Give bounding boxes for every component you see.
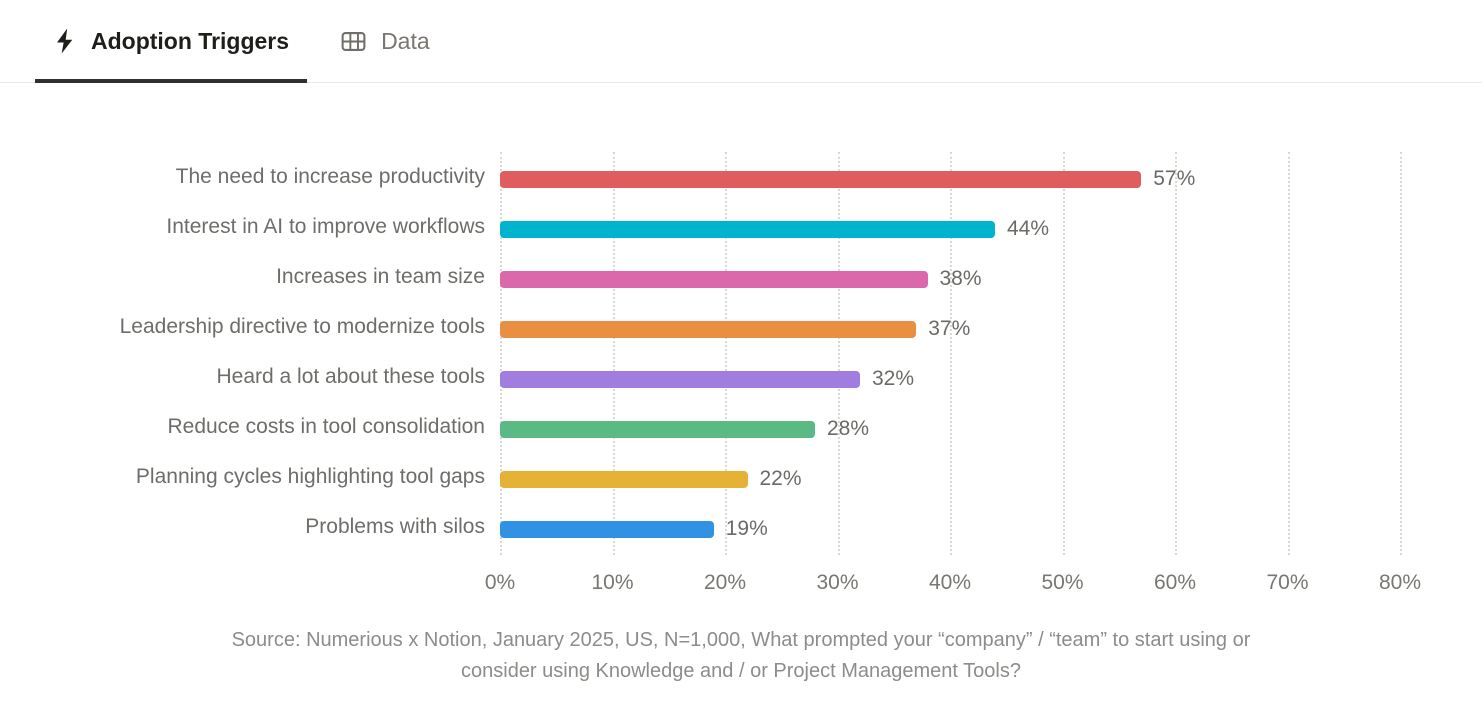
bar[interactable]: [500, 470, 748, 488]
x-tick-label: 80%: [1378, 571, 1422, 594]
value-label: 22%: [759, 467, 802, 490]
category-label: The need to increase productivity: [175, 165, 485, 188]
bar-track: 38%: [500, 254, 1400, 304]
plot-column: 57% 44% 38% 37% 32% 28% 22% 19% 0% 10% 20% 30% 40% 5…: [485, 152, 1421, 603]
gridlines: [500, 152, 1402, 555]
bar[interactable]: [500, 220, 995, 238]
bar-chart: The need to increase productivity Interes…: [36, 152, 1482, 603]
x-tick-label: 10%: [591, 571, 634, 594]
bar-rows: 57% 44% 38% 37% 32% 28% 22% 19%: [500, 152, 1400, 554]
tab-bar: Adoption Triggers Data: [0, 0, 1482, 83]
value-label: 19%: [725, 517, 768, 540]
bolt-icon: [53, 27, 78, 55]
gridline: [500, 152, 502, 555]
table-icon: [339, 27, 368, 56]
x-tick-label: 70%: [1266, 571, 1309, 594]
gridline: [1400, 152, 1402, 555]
gridline: [612, 152, 615, 555]
source-line-1: Source: Numerious x Notion, January 2025…: [231, 629, 1251, 651]
x-tick-label: 30%: [816, 571, 859, 594]
value-label: 44%: [1007, 217, 1050, 240]
bar[interactable]: [500, 170, 1142, 188]
bar-track: 32%: [500, 354, 1400, 404]
bar[interactable]: [500, 420, 815, 438]
category-label: Heard a lot about these tools: [216, 365, 485, 388]
x-axis: 0% 10% 20% 30% 40% 50% 60% 70% 80%: [485, 555, 1421, 603]
value-label: 37%: [928, 317, 971, 340]
category-label: Increases in team size: [276, 265, 485, 288]
gridline: [1062, 152, 1065, 555]
gridline: [950, 152, 952, 555]
x-tick-label: 0%: [484, 571, 516, 594]
bar-track: 22%: [500, 454, 1400, 504]
bar[interactable]: [500, 270, 928, 288]
plot-area: 57% 44% 38% 37% 32% 28% 22% 19%: [500, 152, 1402, 555]
bar-track: 57%: [500, 154, 1400, 204]
value-label: 32%: [872, 367, 915, 390]
value-label: 38%: [939, 267, 982, 290]
bar-track: 19%: [500, 504, 1400, 554]
tab-label-data: Data: [381, 27, 430, 54]
bar-track: 28%: [500, 404, 1400, 454]
bar[interactable]: [500, 520, 714, 538]
x-tick-label: 40%: [928, 571, 972, 594]
gridline: [725, 152, 727, 555]
tab-adoption-triggers[interactable]: Adoption Triggers: [35, 0, 308, 83]
tab-data[interactable]: Data: [321, 0, 448, 82]
x-tick-label: 20%: [703, 571, 747, 594]
bar-track: 44%: [500, 204, 1400, 254]
bar[interactable]: [500, 370, 860, 388]
source-caption: Source: Numerious x Notion, January 2025…: [0, 625, 1482, 687]
tab-label-adoption-triggers: Adoption Triggers: [91, 27, 290, 54]
value-label: 57%: [1153, 167, 1196, 190]
bar-track: 37%: [500, 304, 1400, 354]
bar[interactable]: [500, 320, 917, 338]
category-labels: The need to increase productivity Interes…: [36, 152, 500, 603]
gridline: [837, 152, 840, 555]
category-label: Leadership directive to modernize tools: [119, 315, 485, 338]
category-label: Planning cycles highlighting tool gaps: [135, 465, 485, 488]
x-tick-label: 60%: [1153, 571, 1197, 594]
gridline: [1287, 152, 1290, 555]
value-label: 28%: [827, 417, 870, 440]
category-label: Problems with silos: [305, 515, 485, 538]
category-label: Interest in AI to improve workflows: [166, 215, 485, 238]
gridline: [1175, 152, 1177, 555]
source-line-2: consider using Knowledge and / or Projec…: [461, 660, 1021, 682]
category-label: Reduce costs in tool consolidation: [167, 415, 485, 438]
x-tick-label: 50%: [1041, 571, 1084, 594]
